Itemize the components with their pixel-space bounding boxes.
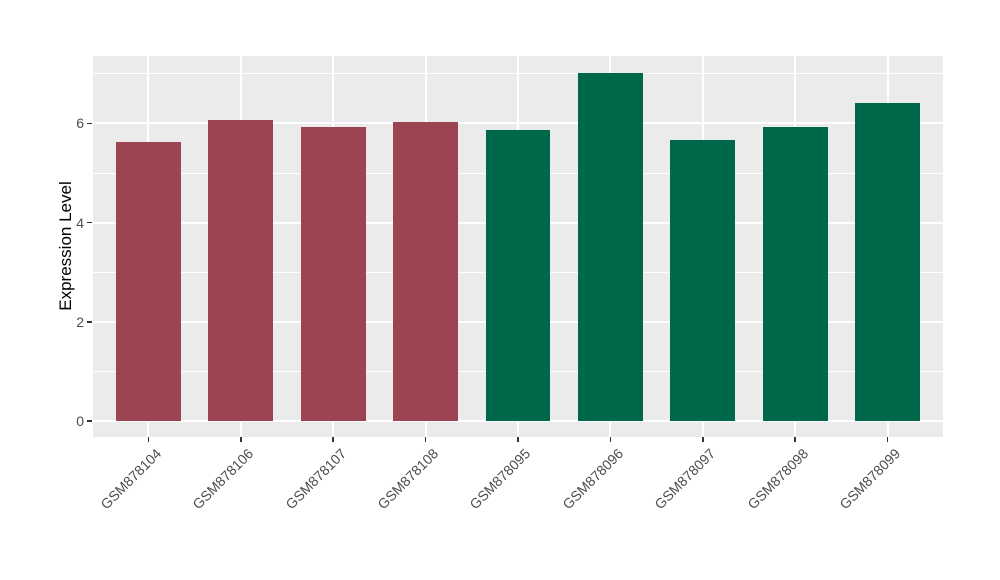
bar-GSM878108 <box>393 122 458 422</box>
x-tick-mark <box>886 437 889 442</box>
y-tick-label: 2 <box>76 313 84 330</box>
x-tick-mark <box>794 437 796 442</box>
y-tick-label: 4 <box>76 214 84 231</box>
x-tick-label-GSM878108: GSM878108 <box>374 445 442 513</box>
x-tick-mark <box>240 437 242 442</box>
bar-GSM878106 <box>208 119 274 422</box>
x-tick-label-GSM878104: GSM878104 <box>97 445 165 513</box>
plot-panel <box>93 56 943 437</box>
y-tick-mark <box>87 420 92 422</box>
bar-GSM878095 <box>485 129 551 422</box>
x-tick-label-GSM878107: GSM878107 <box>281 445 349 513</box>
x-tick-mark <box>147 437 150 442</box>
y-tick-mark <box>87 321 92 323</box>
x-tick-mark <box>702 437 704 442</box>
bar-GSM878099 <box>855 103 920 422</box>
y-axis-title: Expression Level <box>56 181 75 311</box>
x-tick-label-GSM878106: GSM878106 <box>189 445 257 513</box>
x-tick-label-GSM878096: GSM878096 <box>559 445 627 513</box>
x-tick-mark <box>609 437 612 442</box>
x-tick-label-GSM878097: GSM878097 <box>651 445 719 513</box>
y-tick-label: 6 <box>76 115 84 132</box>
bar-GSM878107 <box>300 127 366 422</box>
x-tick-mark <box>332 437 334 442</box>
x-tick-label-GSM878095: GSM878095 <box>466 445 534 513</box>
y-tick-label: 0 <box>76 413 84 430</box>
bar-GSM878104 <box>116 142 181 422</box>
x-tick-label-GSM878098: GSM878098 <box>743 445 811 513</box>
y-tick-mark <box>87 221 92 224</box>
bar-GSM878097 <box>670 140 736 422</box>
x-tick-mark <box>517 437 519 442</box>
x-tick-label-GSM878099: GSM878099 <box>836 445 904 513</box>
bar-GSM878098 <box>762 126 828 422</box>
x-tick-mark <box>424 437 427 442</box>
y-tick-mark <box>87 122 92 125</box>
bar-GSM878096 <box>578 73 643 422</box>
